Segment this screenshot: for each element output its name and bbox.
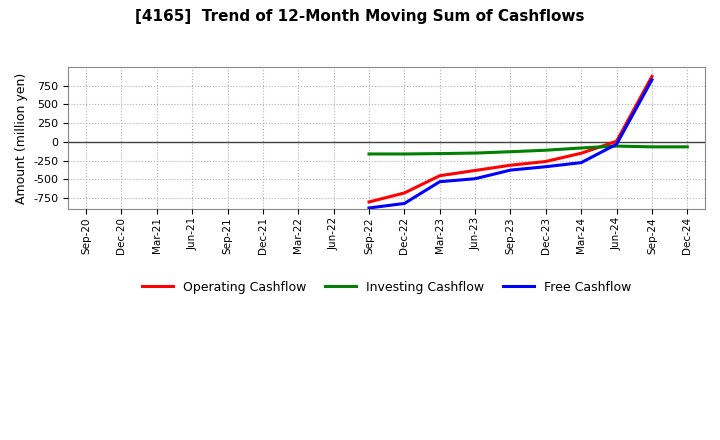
Free Cashflow: [541, 164, 550, 169]
Investing Cashflow: [612, 143, 621, 149]
Investing Cashflow: [647, 144, 656, 150]
Free Cashflow: [436, 179, 444, 184]
Free Cashflow: [471, 176, 480, 181]
Operating Cashflow: [612, 139, 621, 144]
Y-axis label: Amount (million yen): Amount (million yen): [15, 73, 28, 204]
Free Cashflow: [365, 205, 374, 211]
Text: [4165]  Trend of 12-Month Moving Sum of Cashflows: [4165] Trend of 12-Month Moving Sum of C…: [135, 9, 585, 24]
Operating Cashflow: [436, 173, 444, 178]
Operating Cashflow: [400, 191, 409, 196]
Investing Cashflow: [577, 145, 585, 150]
Investing Cashflow: [506, 149, 515, 154]
Investing Cashflow: [683, 144, 692, 150]
Investing Cashflow: [471, 150, 480, 156]
Free Cashflow: [647, 77, 656, 82]
Operating Cashflow: [471, 168, 480, 173]
Line: Operating Cashflow: Operating Cashflow: [369, 77, 652, 202]
Operating Cashflow: [647, 74, 656, 79]
Investing Cashflow: [436, 151, 444, 156]
Investing Cashflow: [541, 147, 550, 153]
Operating Cashflow: [506, 162, 515, 168]
Legend: Operating Cashflow, Investing Cashflow, Free Cashflow: Operating Cashflow, Investing Cashflow, …: [137, 275, 636, 298]
Free Cashflow: [506, 168, 515, 173]
Operating Cashflow: [577, 150, 585, 156]
Line: Investing Cashflow: Investing Cashflow: [369, 146, 688, 154]
Operating Cashflow: [541, 159, 550, 164]
Line: Free Cashflow: Free Cashflow: [369, 80, 652, 208]
Free Cashflow: [577, 160, 585, 165]
Free Cashflow: [400, 201, 409, 206]
Investing Cashflow: [365, 151, 374, 157]
Free Cashflow: [612, 142, 621, 147]
Operating Cashflow: [365, 199, 374, 205]
Investing Cashflow: [400, 151, 409, 157]
